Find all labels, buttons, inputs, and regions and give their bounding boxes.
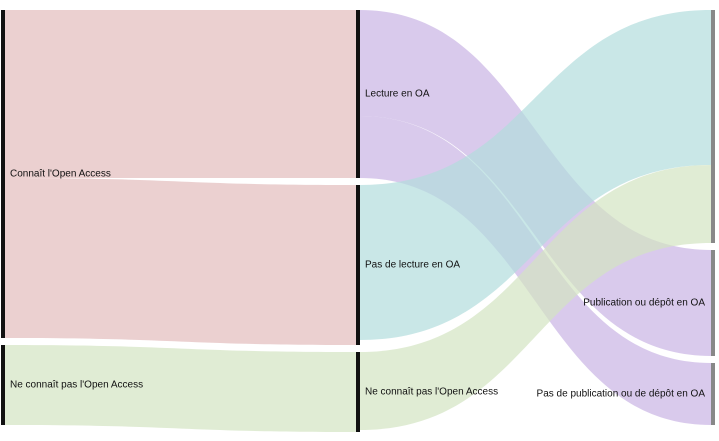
- flow: [360, 10, 711, 340]
- node-bar: [1, 10, 5, 338]
- node-bar: [711, 250, 715, 356]
- flow: [5, 178, 356, 345]
- node-label: Pas de publication ou de dépôt en OA: [537, 389, 706, 400]
- node-bar: [711, 10, 715, 243]
- node-label: Connaît l'Open Access: [10, 169, 111, 180]
- flow: [360, 165, 711, 430]
- flow: [5, 10, 356, 178]
- node-bar: [356, 185, 360, 345]
- flow: [5, 345, 356, 432]
- node-label: Ne connaît pas l'Open Access: [10, 380, 143, 391]
- node-label: Publication ou dépôt en OA: [583, 298, 705, 309]
- node-label: Ne connaît pas l'Open Access: [365, 387, 498, 398]
- node-bar: [356, 10, 360, 178]
- node-label: Pas de lecture en OA: [365, 260, 460, 271]
- node-label: Lecture en OA: [365, 89, 430, 100]
- node-bar: [711, 363, 715, 425]
- node-bar: [356, 352, 360, 432]
- node-bar: [1, 345, 5, 425]
